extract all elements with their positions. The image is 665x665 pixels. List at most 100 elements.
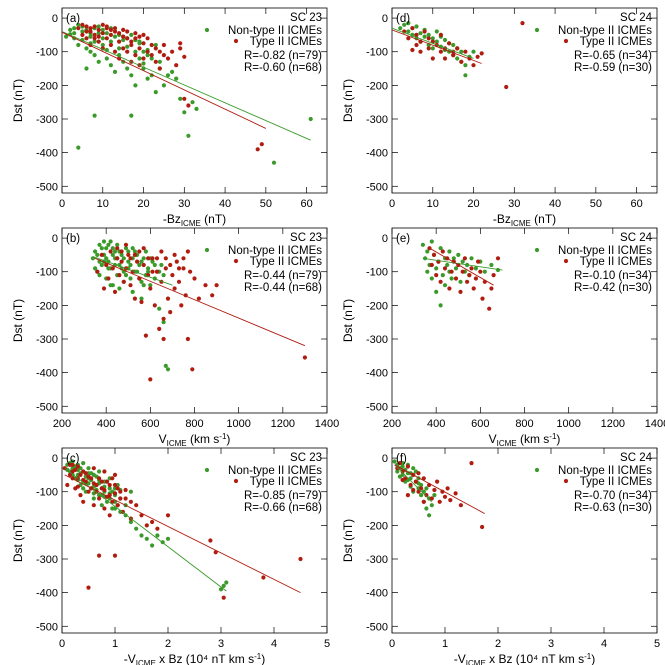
data-point-non-type-ii (153, 90, 158, 95)
data-point-type-ii (163, 266, 168, 271)
data-point-type-ii (431, 252, 437, 257)
data-layer (392, 459, 485, 530)
fit-line-non-type-ii (422, 257, 503, 271)
data-point-type-ii (149, 42, 154, 48)
x-tick-label: 200 (53, 418, 71, 430)
data-point-type-ii (432, 487, 437, 493)
data-point-type-ii (117, 31, 122, 36)
data-point-non-type-ii (104, 56, 109, 61)
x-tick-label: 0 (59, 638, 65, 650)
data-point-non-type-ii (165, 73, 171, 78)
data-point-non-type-ii (459, 49, 464, 54)
x-tick-label: 4 (271, 638, 277, 650)
legend-entry-non-type-ii: Non-type II ICMEs (558, 245, 652, 257)
data-point-type-ii (424, 493, 429, 498)
y-tick-label: -100 (366, 487, 388, 499)
data-point-type-ii (141, 262, 146, 268)
data-point-type-ii (133, 53, 138, 58)
data-point-type-ii (179, 303, 184, 308)
data-point-non-type-ii (148, 283, 153, 288)
data-point-non-type-ii (96, 24, 101, 29)
data-point-type-ii (445, 486, 450, 491)
data-point-non-type-ii (125, 44, 130, 49)
data-point-type-ii (135, 259, 140, 264)
data-point-type-ii (400, 469, 405, 474)
legend-entry-type-ii: Type II ICMEs (250, 256, 322, 268)
data-point-non-type-ii (96, 31, 101, 36)
data-point-non-type-ii (440, 273, 445, 278)
legend-entry-non-type-ii: Non-type II ICMEs (558, 465, 652, 477)
data-point-type-ii (146, 256, 151, 261)
data-point-non-type-ii (106, 242, 111, 247)
data-point-non-type-ii (72, 31, 77, 36)
data-point-non-type-ii (165, 536, 171, 541)
data-point-non-type-ii (438, 303, 443, 308)
data-point-type-ii (426, 46, 431, 51)
x-tick-label: 20 (467, 198, 479, 210)
x-tick-label: 10 (97, 198, 109, 210)
x-tick-label: 3 (218, 638, 224, 650)
data-point-type-ii (108, 42, 113, 48)
data-point-type-ii (491, 273, 496, 278)
data-point-type-ii (478, 269, 483, 274)
data-point-non-type-ii (107, 486, 112, 491)
y-axis-label: Dst (nT) (11, 519, 25, 562)
data-point-type-ii (170, 273, 175, 278)
data-point-type-ii (117, 39, 122, 44)
data-point-type-ii (84, 36, 89, 41)
data-point-type-ii (141, 41, 146, 46)
data-point-non-type-ii (411, 466, 416, 471)
data-point-non-type-ii (469, 256, 474, 261)
data-point-non-type-ii (97, 273, 102, 278)
data-point-non-type-ii (95, 252, 100, 257)
data-point-type-ii (192, 276, 197, 281)
data-point-non-type-ii (425, 269, 430, 274)
data-layer (62, 22, 313, 165)
legend-marker-type-ii (233, 478, 239, 484)
data-point-type-ii (165, 296, 171, 301)
data-point-type-ii (473, 276, 478, 281)
data-point-non-type-ii (406, 21, 411, 26)
data-point-non-type-ii (86, 466, 91, 471)
data-point-type-ii (139, 299, 144, 305)
data-point-non-type-ii (110, 252, 115, 257)
data-point-type-ii (416, 471, 421, 476)
data-point-type-ii (112, 482, 118, 488)
y-tick-label: -100 (366, 267, 388, 279)
data-point-non-type-ii (123, 246, 129, 251)
fit-line-type-ii (64, 474, 301, 594)
panel-label: (e) (396, 233, 410, 245)
x-tick-label: 1 (112, 638, 118, 650)
data-point-non-type-ii (81, 486, 86, 491)
fit-line-type-ii (392, 29, 482, 64)
data-point-non-type-ii (72, 26, 77, 31)
data-point-type-ii (84, 29, 89, 34)
data-point-non-type-ii (194, 106, 199, 111)
x-tick-label: 60 (630, 198, 642, 210)
legend-marker-non-type-ii (534, 467, 540, 473)
data-point-non-type-ii (150, 543, 155, 548)
data-point-non-type-ii (161, 83, 166, 88)
data-point-type-ii (429, 262, 434, 268)
y-axis-label: Dst (nT) (341, 79, 355, 122)
data-point-non-type-ii (137, 56, 142, 61)
data-point-type-ii (92, 36, 97, 41)
data-point-non-type-ii (445, 262, 450, 268)
data-point-type-ii (442, 494, 448, 499)
data-point-type-ii (88, 26, 93, 31)
legend-entry-type-ii: Type II ICMEs (250, 476, 322, 488)
legend-entry-non-type-ii: Non-type II ICMEs (228, 245, 322, 257)
data-point-non-type-ii (99, 503, 104, 508)
data-point-non-type-ii (155, 533, 160, 538)
x-tick-label: 10 (427, 198, 439, 210)
data-point-type-ii (459, 59, 464, 64)
data-point-type-ii (117, 273, 122, 278)
data-point-type-ii (475, 54, 480, 59)
legend-entry-non-type-ii: Non-type II ICMEs (558, 25, 652, 37)
data-point-type-ii (86, 474, 91, 479)
data-point-type-ii (489, 286, 494, 291)
legend-marker-type-ii (233, 38, 239, 44)
data-point-type-ii (129, 39, 134, 44)
data-point-non-type-ii (104, 31, 109, 36)
